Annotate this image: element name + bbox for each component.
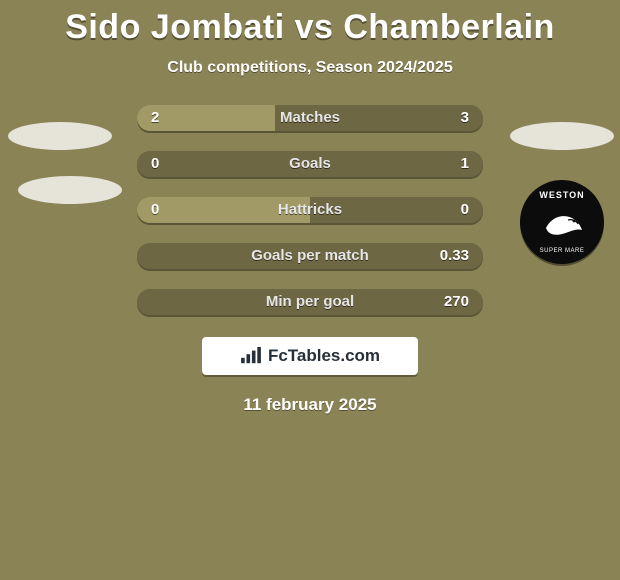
stat-bar-right bbox=[137, 289, 483, 315]
attribution: FcTables.com bbox=[202, 337, 418, 375]
player-left-badge-2 bbox=[18, 176, 122, 204]
stat-bar-left bbox=[137, 105, 275, 131]
stat-bar-right bbox=[275, 105, 483, 131]
club-badge: WESTON SUPER MARE bbox=[520, 180, 604, 264]
page-title: Sido Jombati vs Chamberlain bbox=[0, 8, 620, 47]
comparison-card: Sido Jombati vs Chamberlain Club competi… bbox=[0, 0, 620, 580]
stat-row: Matches23 bbox=[137, 105, 483, 131]
stat-row: Min per goal270 bbox=[137, 289, 483, 315]
stat-bar-right bbox=[137, 243, 483, 269]
player-right-badge bbox=[510, 122, 614, 150]
stat-row: Hattricks00 bbox=[137, 197, 483, 223]
subtitle: Club competitions, Season 2024/2025 bbox=[0, 59, 620, 77]
seagull-icon bbox=[538, 198, 586, 246]
bar-chart-icon bbox=[240, 347, 262, 365]
stat-bar-right bbox=[137, 151, 483, 177]
stat-row: Goals01 bbox=[137, 151, 483, 177]
stat-bar-left bbox=[137, 197, 310, 223]
stat-bar-right bbox=[310, 197, 483, 223]
player-left-badge-1 bbox=[8, 122, 112, 150]
stat-row: Goals per match0.33 bbox=[137, 243, 483, 269]
attribution-text: FcTables.com bbox=[268, 346, 380, 366]
club-badge-top-text: WESTON bbox=[526, 190, 598, 200]
date-label: 11 february 2025 bbox=[0, 395, 620, 415]
club-badge-bottom-text: SUPER MARE bbox=[526, 248, 598, 254]
